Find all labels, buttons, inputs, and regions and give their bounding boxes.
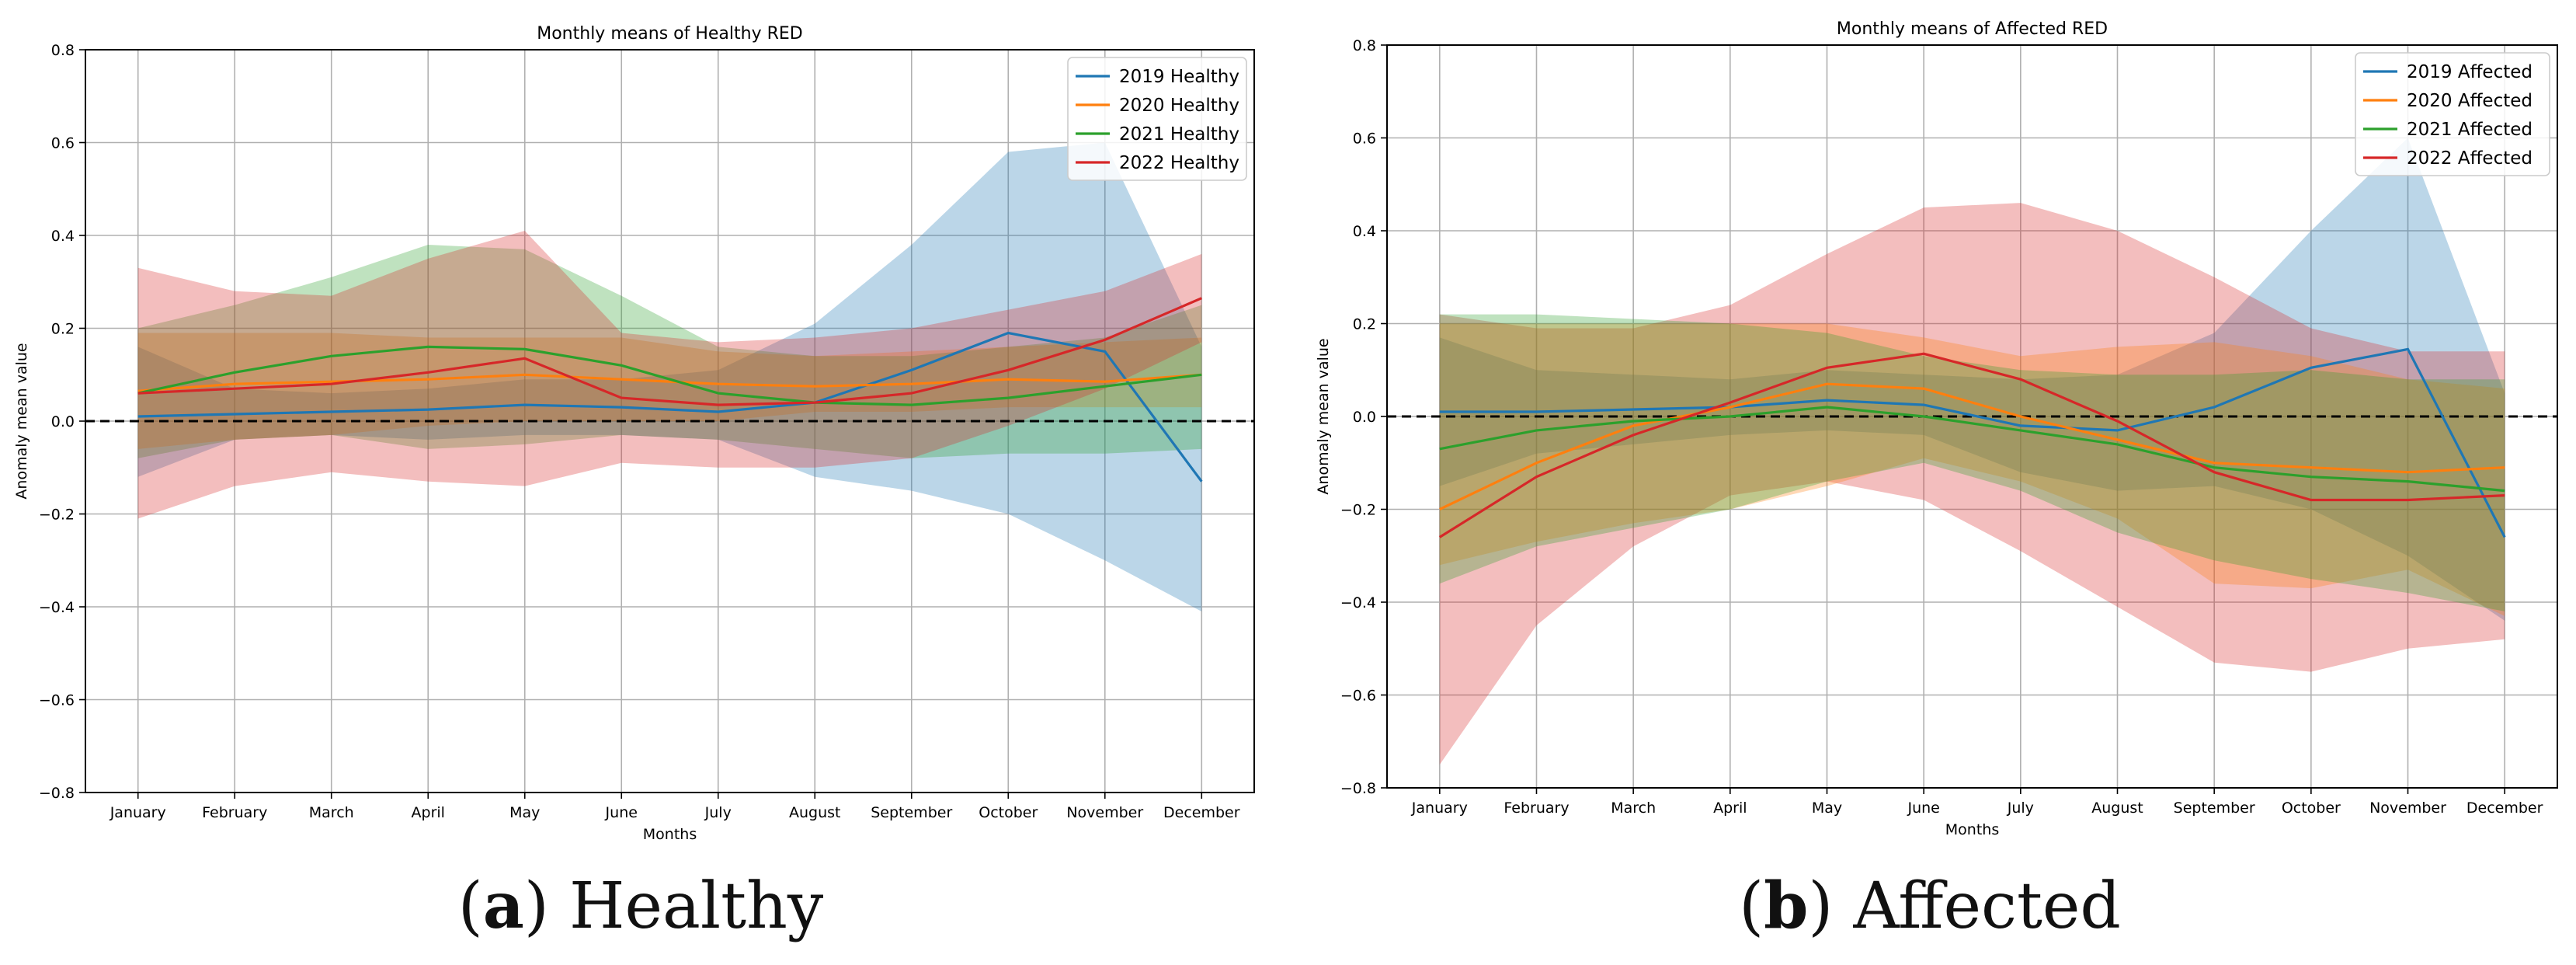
y-tick-label: 0.8 bbox=[51, 42, 75, 59]
legend-label-2019: 2019 Healthy bbox=[1119, 67, 1239, 87]
x-tick-label: August bbox=[789, 804, 841, 821]
x-tick-label: October bbox=[979, 804, 1038, 821]
legend-label-2020: 2020 Healthy bbox=[1119, 96, 1239, 116]
affected-chart: −0.8 −0.6 −0.4 −0.2 0.0 0.2 0.4 0.6 0.8 January Fe… bbox=[1315, 19, 2558, 838]
x-tick-label: December bbox=[2466, 800, 2543, 817]
x-tick-label: August bbox=[2091, 800, 2143, 817]
series-line-2020 bbox=[1439, 382, 2505, 510]
series-line-2019 bbox=[137, 331, 1203, 482]
confidence-band-2019 bbox=[1439, 138, 2505, 621]
legend-label-2020: 2020 Affected bbox=[2407, 91, 2533, 111]
x-tick-label: November bbox=[1066, 804, 1143, 821]
x-tick-label: June bbox=[605, 804, 638, 821]
caption-label: a bbox=[482, 869, 524, 943]
legend-label-2021: 2021 Healthy bbox=[1119, 124, 1239, 145]
confidence-band-2019 bbox=[137, 142, 1202, 611]
series-line-2021 bbox=[137, 345, 1202, 406]
x-tick-label: May bbox=[509, 804, 540, 821]
confidence-band-2022 bbox=[137, 231, 1202, 519]
series-line-2019 bbox=[1439, 347, 2506, 538]
chart-title: Monthly means of Healthy RED bbox=[537, 24, 803, 44]
caption-affected: (b) Affected bbox=[1739, 869, 2121, 943]
legend-label-2022: 2022 Affected bbox=[2407, 148, 2533, 169]
x-tick-label: January bbox=[110, 804, 166, 821]
y-tick-label: −0.8 bbox=[39, 785, 75, 802]
x-axis-label: Months bbox=[1945, 821, 1999, 838]
y-tick-label: −0.8 bbox=[1340, 780, 1376, 797]
y-axis-label: Anomaly mean value bbox=[13, 343, 30, 499]
x-tick-label: November bbox=[2369, 800, 2446, 817]
x-tick-label: January bbox=[1411, 800, 1468, 817]
y-tick-label: 0.2 bbox=[1353, 316, 1376, 333]
y-tick-label: 0.2 bbox=[51, 321, 75, 338]
caption-healthy: (a) Healthy bbox=[457, 869, 824, 943]
x-tick-label: May bbox=[1812, 800, 1842, 817]
x-tick-label: March bbox=[309, 804, 354, 821]
y-tick-label: −0.4 bbox=[39, 599, 75, 616]
legend-label-2021: 2021 Affected bbox=[2407, 120, 2533, 140]
x-tick-label: December bbox=[1163, 804, 1240, 821]
y-tick-label: 0.8 bbox=[1353, 37, 1376, 54]
confidence-band-2022 bbox=[1439, 203, 2505, 765]
x-tick-label: September bbox=[871, 804, 952, 821]
y-tick-label: 0.4 bbox=[51, 228, 75, 245]
legend-box bbox=[1067, 57, 1247, 181]
series-line-2022 bbox=[1438, 352, 2505, 538]
y-tick-label: −0.2 bbox=[1340, 502, 1376, 519]
y-tick-label: −0.4 bbox=[1340, 594, 1376, 611]
series-line-2021 bbox=[1439, 406, 2505, 493]
y-tick-label: 0.0 bbox=[1353, 409, 1376, 426]
x-tick-label: July bbox=[2007, 800, 2034, 817]
healthy-chart: −0.8 −0.6 −0.4 −0.2 0.0 0.2 0.4 0.6 0.8 January Fe… bbox=[13, 24, 1255, 843]
caption-text: Healthy bbox=[568, 869, 824, 943]
x-axis-label: Months bbox=[643, 826, 697, 843]
y-tick-label: −0.2 bbox=[39, 507, 75, 524]
x-tick-label: July bbox=[704, 804, 732, 821]
x-tick-label: October bbox=[2282, 800, 2341, 817]
y-axis-label: Anomaly mean value bbox=[1315, 338, 1332, 494]
chart-title: Monthly means of Affected RED bbox=[1837, 19, 2108, 39]
x-tick-label: September bbox=[2174, 800, 2255, 817]
x-tick-label: June bbox=[1907, 800, 1939, 817]
y-tick-label: −0.6 bbox=[1340, 688, 1376, 705]
x-tick-label: February bbox=[1504, 800, 1569, 817]
x-tick-label: February bbox=[202, 804, 267, 821]
x-tick-label: March bbox=[1611, 800, 1656, 817]
confidence-band-2021 bbox=[1439, 314, 2505, 611]
legend-label-2019: 2019 Affected bbox=[2407, 62, 2533, 82]
y-tick-label: −0.6 bbox=[39, 692, 75, 709]
y-tick-label: 0.4 bbox=[1353, 223, 1376, 240]
legend-box bbox=[2355, 52, 2550, 176]
y-tick-label: 0.6 bbox=[51, 135, 75, 152]
series-line-2022 bbox=[137, 297, 1202, 406]
caption-text: Affected bbox=[1853, 869, 2121, 943]
y-tick-label: 0.0 bbox=[51, 413, 75, 430]
series-line-2020 bbox=[137, 373, 1202, 392]
y-tick-label: 0.6 bbox=[1353, 131, 1376, 148]
x-tick-label: April bbox=[1713, 800, 1747, 817]
x-tick-label: April bbox=[412, 804, 445, 821]
legend-label-2022: 2022 Healthy bbox=[1119, 153, 1239, 173]
confidence-band-2021 bbox=[137, 245, 1202, 458]
caption-label: b bbox=[1764, 869, 1809, 943]
